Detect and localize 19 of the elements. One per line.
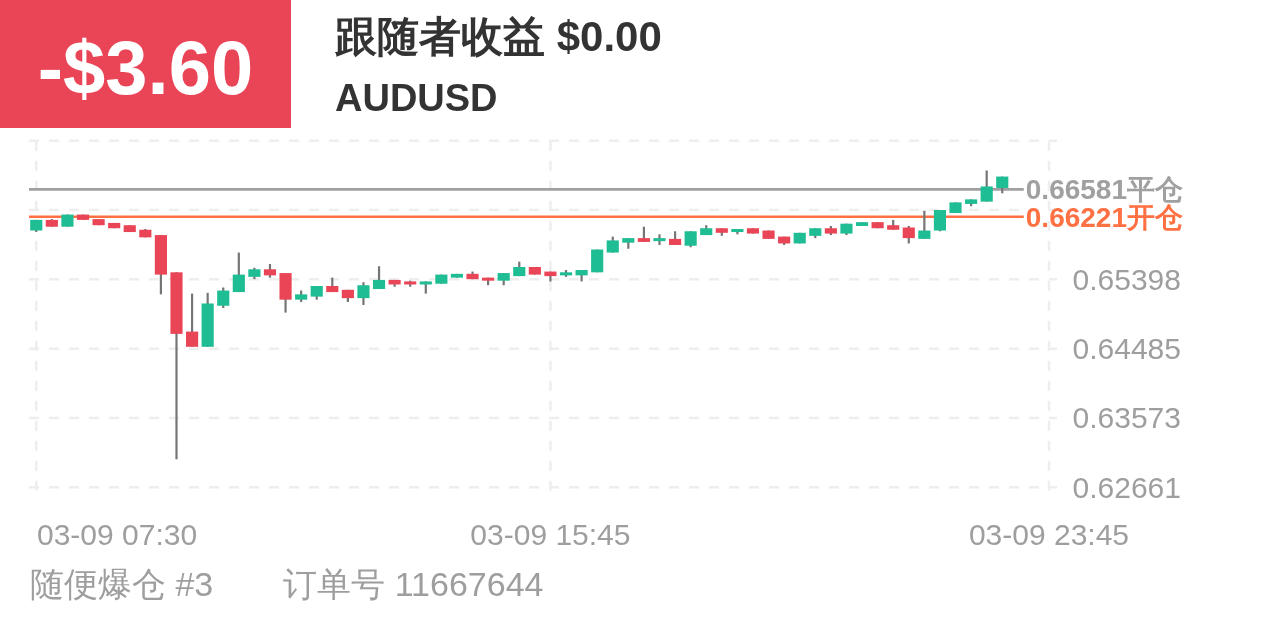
- chart-title: 跟随者收益 $0.00: [334, 13, 662, 60]
- candlestick: [186, 292, 199, 348]
- text: 随便爆仓 #3: [30, 565, 214, 603]
- text: -$3.60: [37, 25, 254, 110]
- y-tick-label: 0.64485: [1072, 332, 1181, 366]
- x-tick-label: 03-09 23:45: [968, 518, 1130, 551]
- candlestick: [357, 281, 370, 307]
- candlestick: [217, 286, 230, 310]
- x-tick-label: 03-09 07:30: [37, 518, 198, 551]
- candlestick: [232, 251, 245, 294]
- candlestick: [918, 209, 931, 240]
- chart-subtitle: AUDUSD: [335, 77, 498, 119]
- text: 订单号 11667644: [283, 565, 544, 603]
- y-tick-label: 0.62661: [1072, 470, 1181, 504]
- candlestick: [980, 169, 993, 203]
- x-tick-label: 03-09 15:45: [470, 518, 631, 551]
- y-tick-label: 0.63573: [1072, 401, 1181, 435]
- candlestick: [653, 233, 666, 247]
- y-tick-label: 0.65398: [1072, 262, 1181, 296]
